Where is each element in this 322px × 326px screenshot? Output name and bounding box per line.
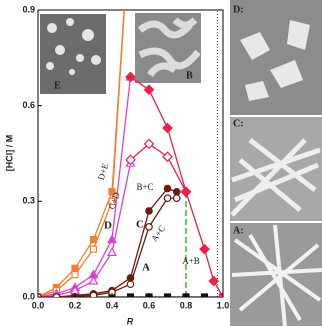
x-tick-label: 0.4 [106, 300, 119, 310]
marker [143, 84, 155, 96]
y-tick-label: 0.9 [22, 4, 35, 14]
marker [200, 293, 209, 297]
x-tick-label: 1.0 [217, 300, 230, 310]
panel-label: C: [233, 118, 244, 129]
marker [125, 154, 136, 166]
marker [145, 223, 153, 231]
marker [143, 138, 155, 150]
series-line [130, 143, 187, 193]
panel-label: D: [233, 4, 244, 15]
y-tick-label: 0.0 [22, 291, 35, 301]
sem-panel-d [230, 0, 322, 115]
marker [163, 293, 172, 297]
region-label: A [142, 262, 150, 274]
x-tick-label: 0.6 [143, 300, 156, 310]
x-axis-label: R [127, 316, 134, 326]
marker [71, 264, 79, 272]
texture [231, 224, 322, 326]
marker [162, 122, 173, 134]
texture [46, 18, 101, 75]
region-label: A+B [182, 256, 200, 266]
marker [162, 151, 173, 163]
texture [137, 17, 201, 78]
y-tick-label: 0.6 [22, 100, 35, 110]
x-tick-label: 0.0 [32, 300, 45, 310]
marker [71, 271, 79, 279]
marker [172, 194, 181, 202]
y-tick-label: 0.3 [22, 196, 35, 206]
x-tick-label: 0.2 [69, 300, 82, 310]
panel-label: A: [233, 225, 244, 236]
y-axis-label: [HCl] / M [4, 135, 14, 172]
marker [199, 243, 210, 255]
region-label: C [136, 219, 144, 231]
marker [172, 187, 181, 196]
series-line [38, 76, 132, 297]
marker [126, 280, 135, 289]
region-label: B+C [136, 182, 153, 192]
sem-panels [230, 0, 322, 326]
region-label: D+E [96, 162, 111, 182]
marker [163, 184, 172, 193]
series-line [38, 197, 177, 297]
marker [106, 247, 118, 256]
marker [180, 186, 192, 198]
x-tick-label: 0.8 [180, 300, 193, 310]
marker [125, 71, 136, 83]
marker [145, 207, 153, 215]
texture [230, 138, 321, 217]
marker [217, 291, 223, 297]
marker [52, 293, 61, 297]
marker [126, 293, 135, 297]
marker [208, 275, 220, 287]
marker [108, 197, 116, 205]
marker [88, 275, 99, 285]
region-label: D [104, 220, 112, 232]
plot: 0.0 0.2 0.4 0.6 0.8 1.00.00.30.60.9AB+CCDC+DD… [22, 4, 230, 310]
inset-label: B [186, 70, 193, 81]
marker [89, 291, 98, 297]
texture [240, 20, 310, 101]
inset-label: E [54, 80, 61, 91]
series-line [38, 162, 132, 297]
marker [89, 236, 98, 244]
marker [89, 245, 98, 253]
marker [163, 194, 172, 202]
